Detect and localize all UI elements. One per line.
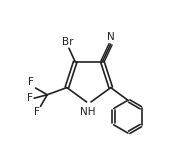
Text: NH: NH	[80, 107, 96, 117]
Text: F: F	[27, 93, 33, 103]
Text: F: F	[28, 77, 34, 87]
Text: Br: Br	[62, 37, 74, 47]
Text: F: F	[34, 107, 40, 117]
Text: N: N	[107, 32, 115, 42]
